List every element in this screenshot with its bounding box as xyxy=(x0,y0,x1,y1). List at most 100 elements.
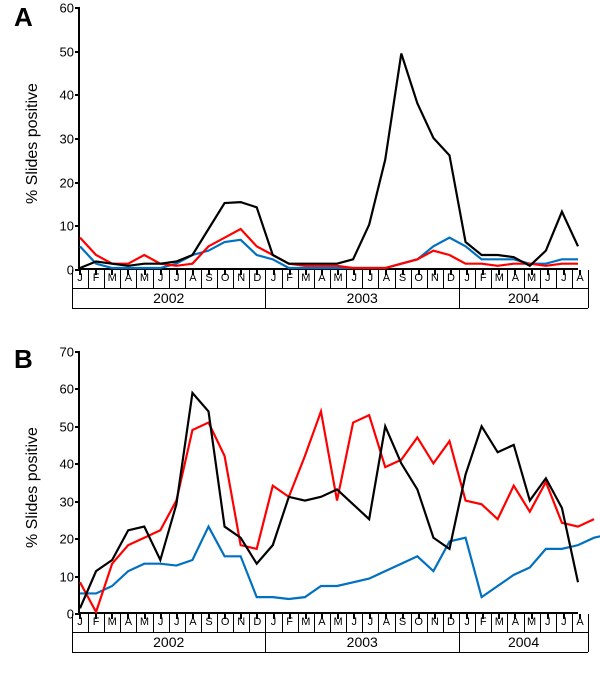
year-row-bottomline xyxy=(72,308,588,309)
month-tick xyxy=(385,270,387,275)
month-tick xyxy=(321,270,323,275)
month-cell-sep xyxy=(395,270,396,288)
month-cell-sep xyxy=(72,270,73,288)
month-cell-sep xyxy=(572,270,573,288)
month-tick xyxy=(369,614,371,619)
month-tick xyxy=(498,614,500,619)
month-tick xyxy=(579,270,581,275)
year-label: 2004 xyxy=(508,634,539,650)
month-cell-sep xyxy=(201,614,202,632)
month-cell-sep xyxy=(249,614,250,632)
month-tick xyxy=(289,270,291,275)
month-tick xyxy=(95,270,97,275)
month-tick xyxy=(256,614,258,619)
series-line-1 xyxy=(80,411,594,612)
month-tick xyxy=(514,614,516,619)
month-tick xyxy=(450,614,452,619)
month-tick xyxy=(95,614,97,619)
month-tick xyxy=(192,270,194,275)
series-line-0 xyxy=(80,527,600,599)
month-tick xyxy=(305,614,307,619)
series-svg xyxy=(80,352,578,612)
month-cell-sep xyxy=(459,270,460,288)
month-cell-sep xyxy=(249,270,250,288)
month-tick xyxy=(353,270,355,275)
month-cell-sep xyxy=(233,614,234,632)
month-tick xyxy=(224,270,226,275)
month-tick xyxy=(176,270,178,275)
month-tick xyxy=(144,614,146,619)
month-cell-sep xyxy=(475,270,476,288)
month-tick xyxy=(563,614,565,619)
month-cell-sep xyxy=(282,270,283,288)
month-tick xyxy=(79,614,81,619)
month-cell-sep xyxy=(153,614,154,632)
month-cell-sep xyxy=(507,270,508,288)
panel-b-ylabel: % Slides positive xyxy=(24,427,42,548)
month-cell-sep xyxy=(201,270,202,288)
month-cell-sep xyxy=(330,614,331,632)
month-tick xyxy=(547,614,549,619)
month-cell-sep xyxy=(72,614,73,632)
month-cell-sep xyxy=(298,614,299,632)
month-cell-sep xyxy=(282,614,283,632)
month-cell-sep xyxy=(491,614,492,632)
month-cell-sep xyxy=(346,270,347,288)
month-tick xyxy=(160,614,162,619)
month-cell-sep xyxy=(120,270,121,288)
month-cell-sep xyxy=(588,614,589,632)
month-cell-sep xyxy=(378,614,379,632)
month-tick xyxy=(418,614,420,619)
month-tick xyxy=(434,270,436,275)
month-cell-sep xyxy=(491,270,492,288)
month-cell-sep xyxy=(362,614,363,632)
month-tick xyxy=(514,270,516,275)
figure: A % Slides positive 0102030405060JFMAMJJ… xyxy=(0,0,600,687)
month-cell-sep xyxy=(88,614,89,632)
panel-a-ylabel: % Slides positive xyxy=(24,83,42,204)
month-tick xyxy=(111,614,113,619)
month-tick xyxy=(240,614,242,619)
year-label: 2002 xyxy=(153,634,184,650)
month-cell-sep xyxy=(459,614,460,632)
month-cell-sep xyxy=(427,614,428,632)
month-cell-sep xyxy=(588,270,589,288)
month-cell-sep xyxy=(556,270,557,288)
year-row-bottomline xyxy=(72,652,588,653)
month-tick xyxy=(305,270,307,275)
panel-b-label: B xyxy=(14,344,33,375)
month-cell-sep xyxy=(346,614,347,632)
month-tick xyxy=(144,270,146,275)
month-cell-sep xyxy=(314,270,315,288)
month-tick xyxy=(111,270,113,275)
month-cell-sep xyxy=(217,270,218,288)
month-tick xyxy=(208,270,210,275)
month-tick xyxy=(79,270,81,275)
month-tick xyxy=(160,270,162,275)
month-tick xyxy=(531,270,533,275)
month-tick xyxy=(547,270,549,275)
month-cell-sep xyxy=(572,614,573,632)
month-tick xyxy=(337,614,339,619)
month-tick xyxy=(369,270,371,275)
month-cell-sep xyxy=(104,270,105,288)
month-tick xyxy=(321,614,323,619)
month-cell-sep xyxy=(362,270,363,288)
month-tick xyxy=(240,270,242,275)
panel-b-plot: 010203040506070JFMAMJJASONDJFMAMJJASONDJ… xyxy=(78,352,578,614)
month-cell-sep xyxy=(524,270,525,288)
month-tick xyxy=(385,614,387,619)
year-label: 2002 xyxy=(153,290,184,306)
month-tick xyxy=(127,614,129,619)
month-cell-sep xyxy=(185,270,186,288)
month-tick xyxy=(466,614,468,619)
month-cell-sep xyxy=(443,614,444,632)
month-cell-sep xyxy=(540,270,541,288)
month-cell-sep xyxy=(265,270,266,288)
year-label: 2003 xyxy=(347,634,378,650)
month-tick xyxy=(482,270,484,275)
series-svg xyxy=(80,8,578,268)
month-cell-sep xyxy=(265,614,266,632)
month-tick xyxy=(353,614,355,619)
month-tick xyxy=(579,614,581,619)
